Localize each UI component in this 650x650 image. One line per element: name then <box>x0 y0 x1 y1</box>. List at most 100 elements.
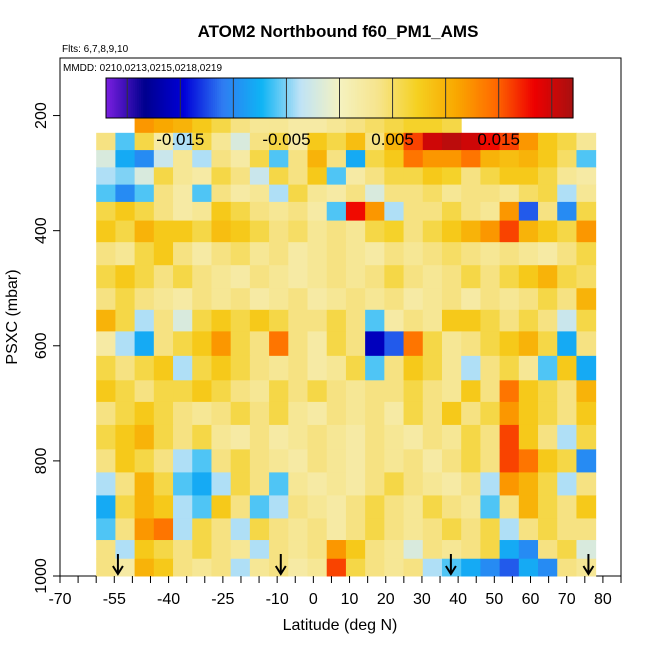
colorbar-segment <box>372 78 376 118</box>
colorbar-segment <box>261 78 265 118</box>
heatmap-cell <box>230 472 251 496</box>
heatmap-cell <box>288 220 309 243</box>
heatmap-cell <box>557 201 577 222</box>
heatmap-cell <box>441 331 462 357</box>
heatmap-cell <box>480 184 501 203</box>
heatmap-cell <box>173 558 193 577</box>
heatmap-cell <box>422 265 443 289</box>
heatmap-cell <box>230 118 251 134</box>
heatmap-cell <box>461 265 481 289</box>
heatmap-cell <box>499 472 520 496</box>
heatmap-cell <box>269 288 289 311</box>
heatmap-cell <box>422 331 443 357</box>
heatmap-cell <box>576 518 597 541</box>
heatmap-cell <box>230 449 251 473</box>
colorbar-segment <box>561 78 564 118</box>
heatmap-cell <box>518 167 539 186</box>
heatmap-cell <box>96 309 116 332</box>
heatmap-cell <box>403 424 424 450</box>
x-tick-label: 50 <box>485 591 503 608</box>
heatmap-cell <box>538 380 558 403</box>
heatmap-cell <box>461 380 481 403</box>
colorbar-segment <box>205 78 208 118</box>
colorbar-segment <box>283 78 286 118</box>
heatmap-cell <box>480 150 501 168</box>
colorbar-segment <box>318 78 321 118</box>
heatmap-cell <box>326 449 347 473</box>
heatmap-cell <box>173 518 193 541</box>
y-tick-label: 400 <box>33 217 50 244</box>
heatmap-cell <box>441 242 462 266</box>
colorbar-segment <box>144 78 148 118</box>
heatmap-cell <box>538 558 558 577</box>
colorbar-segment <box>240 78 243 118</box>
colorbar-segment <box>532 78 535 118</box>
heatmap-cell <box>345 424 366 450</box>
colorbar-segment <box>321 78 325 118</box>
colorbar-segment <box>310 78 313 118</box>
colorbar-segment <box>545 78 549 118</box>
x-tick-label: 80 <box>594 591 612 608</box>
heatmap-cell <box>480 540 501 560</box>
heatmap-cell <box>384 265 405 289</box>
heatmap-cell <box>96 331 116 357</box>
heatmap-cell <box>345 380 366 403</box>
heatmap-cell <box>134 472 155 496</box>
heatmap-cell <box>576 449 597 473</box>
heatmap-cell <box>499 150 520 168</box>
colorbar-segment <box>415 78 418 118</box>
heatmap-cell <box>96 201 116 222</box>
colorbar-segment <box>154 78 158 118</box>
heatmap-cell <box>403 401 424 426</box>
heatmap-cell <box>461 355 481 381</box>
dates-subtitle: MMDD: 0210,0213,0215,0218,0219 <box>63 63 222 74</box>
heatmap-cell <box>249 220 270 243</box>
heatmap-cell <box>480 380 501 403</box>
colorbar-segment <box>142 78 146 118</box>
heatmap-cell <box>211 201 232 222</box>
colorbar-segment <box>296 78 300 118</box>
heatmap-cell <box>269 309 289 332</box>
colorbar-segment <box>111 78 115 118</box>
heatmap-cell <box>518 401 539 426</box>
colorbar-segment <box>399 78 403 118</box>
heatmap-cell <box>403 558 424 577</box>
heatmap-cell <box>326 472 347 496</box>
heatmap-cell <box>345 309 366 332</box>
colorbar-segment <box>139 78 142 118</box>
colorbar-segment <box>178 78 181 118</box>
colorbar-segment <box>343 78 346 118</box>
colorbar-segment <box>351 78 354 118</box>
heatmap-cell <box>499 495 520 519</box>
colorbar-segment <box>475 78 479 118</box>
heatmap-cell <box>307 355 328 381</box>
heatmap-cell <box>134 540 155 560</box>
heatmap-cell <box>384 424 405 450</box>
heatmap-cell <box>557 424 577 450</box>
colorbar-segment <box>501 78 504 118</box>
heatmap-cell <box>211 132 232 151</box>
colorbar-segment <box>541 78 545 118</box>
colorbar-segment <box>559 78 562 118</box>
colorbar-segment <box>417 78 420 118</box>
heatmap-cell <box>518 201 539 222</box>
heatmap-cell <box>422 380 443 403</box>
colorbar-tick-label: 0.005 <box>371 130 414 149</box>
heatmap-cell <box>480 220 501 243</box>
colorbar-segment <box>436 78 440 118</box>
colorbar-segment <box>234 78 237 118</box>
x-tick-label: 40 <box>449 591 467 608</box>
heatmap-cell <box>403 540 424 560</box>
colorbar-segment <box>335 78 339 118</box>
heatmap-cell <box>269 132 289 151</box>
colorbar-segment <box>392 78 395 118</box>
heatmap-cell <box>307 220 328 243</box>
heatmap-cell <box>249 288 270 311</box>
heatmap-cell <box>403 201 424 222</box>
colorbar-segment <box>539 78 543 118</box>
heatmap-cell <box>307 558 328 577</box>
colorbar-segment <box>364 78 368 118</box>
heatmap-cell <box>249 331 270 357</box>
colorbar: -0.015 -0.005 0.005 0.015 <box>105 77 574 149</box>
heatmap-cell <box>115 201 136 222</box>
